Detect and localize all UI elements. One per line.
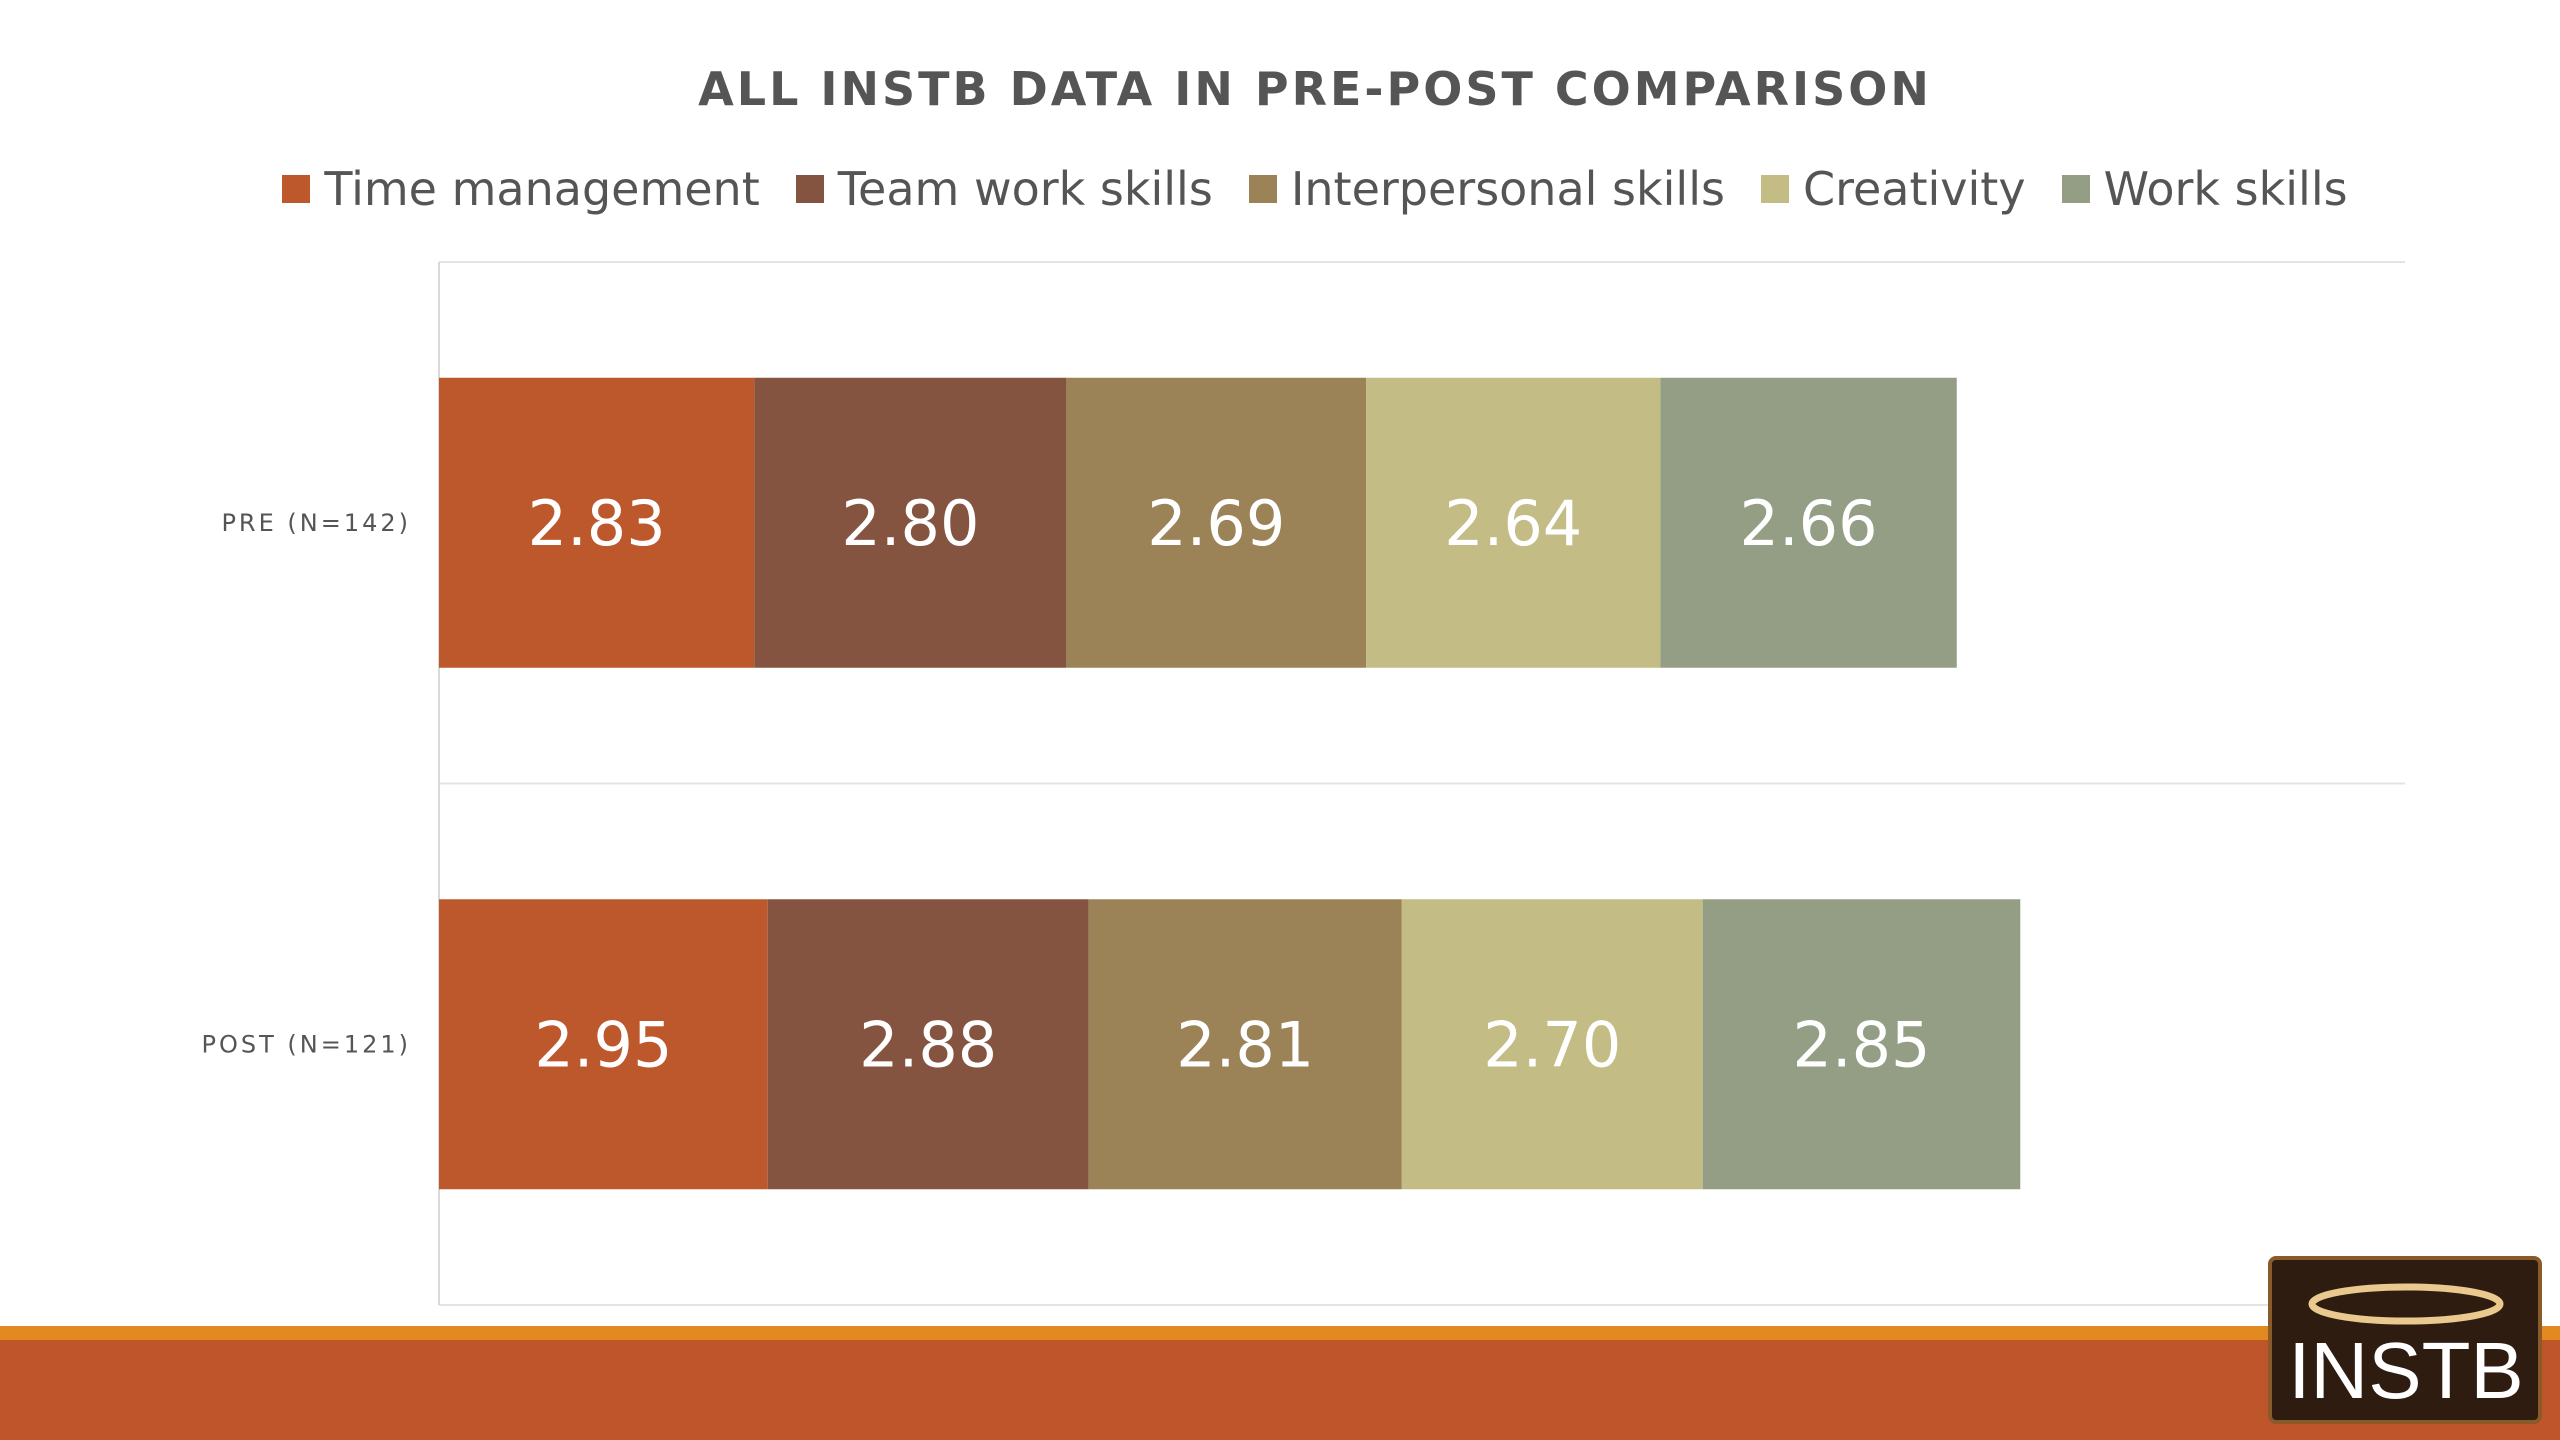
bar-segment [1660, 377, 1957, 668]
bar-segment [1066, 377, 1367, 668]
chart-legend: Time management Team work skills Interpers… [0, 162, 2560, 216]
legend-swatch [1248, 175, 1277, 203]
bar-segment [1702, 899, 2021, 1190]
data-label: 2.83 [528, 487, 666, 560]
footer-accent-line [0, 1326, 2560, 1340]
bar-segment [1401, 899, 1703, 1190]
bar-segment [1366, 377, 1661, 668]
legend-item: Time management [282, 162, 760, 216]
legend-swatch [795, 175, 824, 203]
footer-bar [0, 1340, 2560, 1440]
legend-label: Work skills [2103, 162, 2348, 216]
bar-segment [439, 899, 768, 1190]
data-label: 2.66 [1740, 487, 1878, 560]
data-label: 2.88 [859, 1008, 997, 1081]
bar-segment [439, 377, 755, 668]
bar-segment [1088, 899, 1402, 1190]
halo-icon [2308, 1283, 2504, 1325]
data-label: 2.80 [841, 487, 979, 560]
data-label: 2.64 [1444, 487, 1582, 560]
bar-segment [754, 377, 1067, 668]
data-label: 2.81 [1176, 1008, 1314, 1081]
legend-label: Creativity [1802, 162, 2026, 216]
data-label: 2.69 [1147, 487, 1285, 560]
legend-item: Interpersonal skills [1248, 162, 1725, 216]
legend-label: Time management [324, 162, 760, 216]
legend-item: Team work skills [795, 162, 1213, 216]
legend-swatch [2061, 175, 2090, 203]
chart-title: ALL INSTB DATA IN PRE-POST COMPARISON [698, 62, 1932, 116]
legend-swatch [1760, 175, 1789, 203]
legend-label: Interpersonal skills [1290, 162, 1725, 216]
legend-item: Creativity [1760, 162, 2026, 216]
data-label: 2.85 [1792, 1008, 1930, 1081]
logo-text: INSTB [2288, 1326, 2524, 1415]
bar-segment [767, 899, 1089, 1190]
data-label: 2.95 [534, 1008, 672, 1081]
data-label: 2.70 [1483, 1008, 1621, 1081]
category-label: PRE (N=142) [221, 509, 411, 537]
legend-item: Work skills [2061, 162, 2348, 216]
legend-label: Team work skills [837, 162, 1213, 216]
category-label: POST (N=121) [202, 1030, 411, 1058]
instb-logo: INSTB [2268, 1256, 2542, 1424]
legend-swatch [282, 175, 311, 203]
